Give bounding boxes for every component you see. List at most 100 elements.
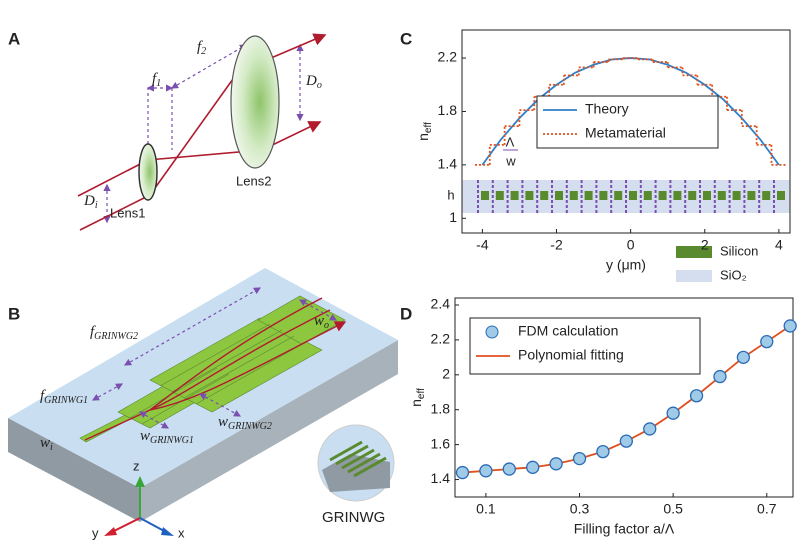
silicon-stripe [510, 191, 519, 200]
label-w-grinwg1: wGRINWG1 [140, 428, 194, 446]
silicon-stripe [599, 191, 608, 200]
label-w-o: wo [314, 313, 329, 331]
silicon-stripe [777, 191, 785, 200]
silicon-stripe [717, 191, 726, 200]
point [643, 422, 657, 436]
material-swatch [676, 246, 712, 258]
point [455, 465, 470, 480]
label-w-i: wi [40, 435, 53, 453]
panel-label: A [8, 29, 20, 48]
point [736, 350, 751, 365]
y-axis-label-sub: eff [423, 122, 434, 133]
axis-y-label: y [92, 525, 99, 540]
y-axis-label-main: n [415, 133, 431, 141]
point [549, 457, 563, 471]
silicon-stripe [495, 191, 504, 200]
point [783, 319, 797, 333]
silicon-stripe [584, 191, 593, 200]
silicon-stripe [540, 191, 549, 200]
legend-box [536, 95, 719, 149]
annotation: Λ [506, 134, 515, 149]
label-f2: f2 [197, 39, 206, 57]
silicon-stripe [658, 191, 667, 200]
point [689, 389, 704, 403]
label-do: Do [305, 73, 322, 91]
y-tick-label: 1.8 [431, 400, 451, 416]
annotation: h [447, 187, 454, 202]
silicon-stripe [688, 191, 697, 200]
point [596, 444, 610, 459]
panel-label: B [8, 304, 20, 323]
axis-z-label: z [133, 458, 140, 473]
label-f1: f1 [152, 71, 161, 89]
silicon-stripe [525, 191, 534, 200]
label-f-grinwg1: fGRINWG1 [40, 388, 88, 406]
y-axis-label-main: n [408, 399, 424, 407]
silicon-stripe [614, 191, 623, 200]
y-axis-label-sub: eff [416, 388, 427, 399]
label-lens2: Lens2 [236, 173, 271, 188]
x-tick-label: 0.3 [570, 501, 590, 517]
silicon-stripe [569, 191, 578, 200]
silicon-stripe [732, 191, 741, 200]
x-tick-label: 0 [627, 237, 635, 253]
point [713, 369, 727, 384]
x-tick-label: 0.5 [663, 501, 683, 517]
point [666, 406, 680, 420]
plot-frame [454, 297, 794, 498]
silicon-stripe [703, 191, 711, 200]
axis-x-label: x [178, 525, 185, 540]
y-tick-label: 2.4 [431, 296, 451, 312]
silicon-stripe [629, 191, 637, 200]
diagram-a [77, 33, 327, 231]
legend-label: Polynomial fitting [518, 347, 624, 363]
legend-label: Metamaterial [585, 125, 666, 141]
y-tick-label: 1.4 [438, 156, 458, 172]
label-lens1: Lens1 [110, 205, 145, 220]
x-axis-label: Filling factor a/Λ [574, 521, 675, 537]
legend-label: Theory [585, 101, 629, 117]
silicon-stripe [555, 191, 563, 200]
y-tick-label: 2.2 [431, 331, 451, 347]
x-tick-label: -2 [550, 237, 563, 253]
y-tick-label: 1 [449, 209, 457, 225]
x-tick-label: 2 [701, 237, 709, 253]
legend-label: FDM calculation [518, 323, 618, 339]
silicon-stripe [673, 191, 682, 200]
plot-frame [461, 29, 791, 234]
x-tick-label: 0.1 [476, 501, 496, 517]
silicon-stripe [643, 191, 652, 200]
y-tick-label: 1.4 [431, 470, 451, 486]
y-tick-label: 1.8 [438, 102, 458, 118]
diagram-b [8, 268, 398, 536]
point [479, 464, 493, 478]
point [572, 451, 587, 466]
x-tick-label: -4 [476, 237, 489, 253]
panel-label: D [400, 304, 412, 323]
point [619, 434, 633, 448]
y-tick-label: 1.6 [431, 435, 451, 451]
label-di: Di [83, 193, 98, 211]
label-f-grinwg2: fGRINWG2 [90, 324, 138, 342]
x-axis-label: y (μm) [606, 257, 646, 273]
line [481, 57, 780, 166]
silicon-stripe [762, 191, 771, 200]
x-tick-label: 0.7 [757, 501, 777, 517]
material-swatch [676, 270, 712, 282]
inset-label: GRINWG [322, 509, 385, 526]
y-tick-label: 2 [442, 366, 450, 382]
annotation: w [505, 153, 516, 168]
point [526, 460, 540, 474]
legend-marker [485, 325, 499, 339]
silicon-stripe [481, 191, 489, 200]
y-axis-label: neff [408, 388, 427, 407]
point [760, 334, 774, 349]
silicon-stripe [747, 191, 756, 200]
material-label: Silicon [720, 243, 758, 258]
material-label: SiO₂ [720, 267, 747, 282]
x-tick-label: 4 [775, 237, 783, 253]
y-axis-label: neff [415, 122, 434, 141]
point [502, 462, 516, 476]
